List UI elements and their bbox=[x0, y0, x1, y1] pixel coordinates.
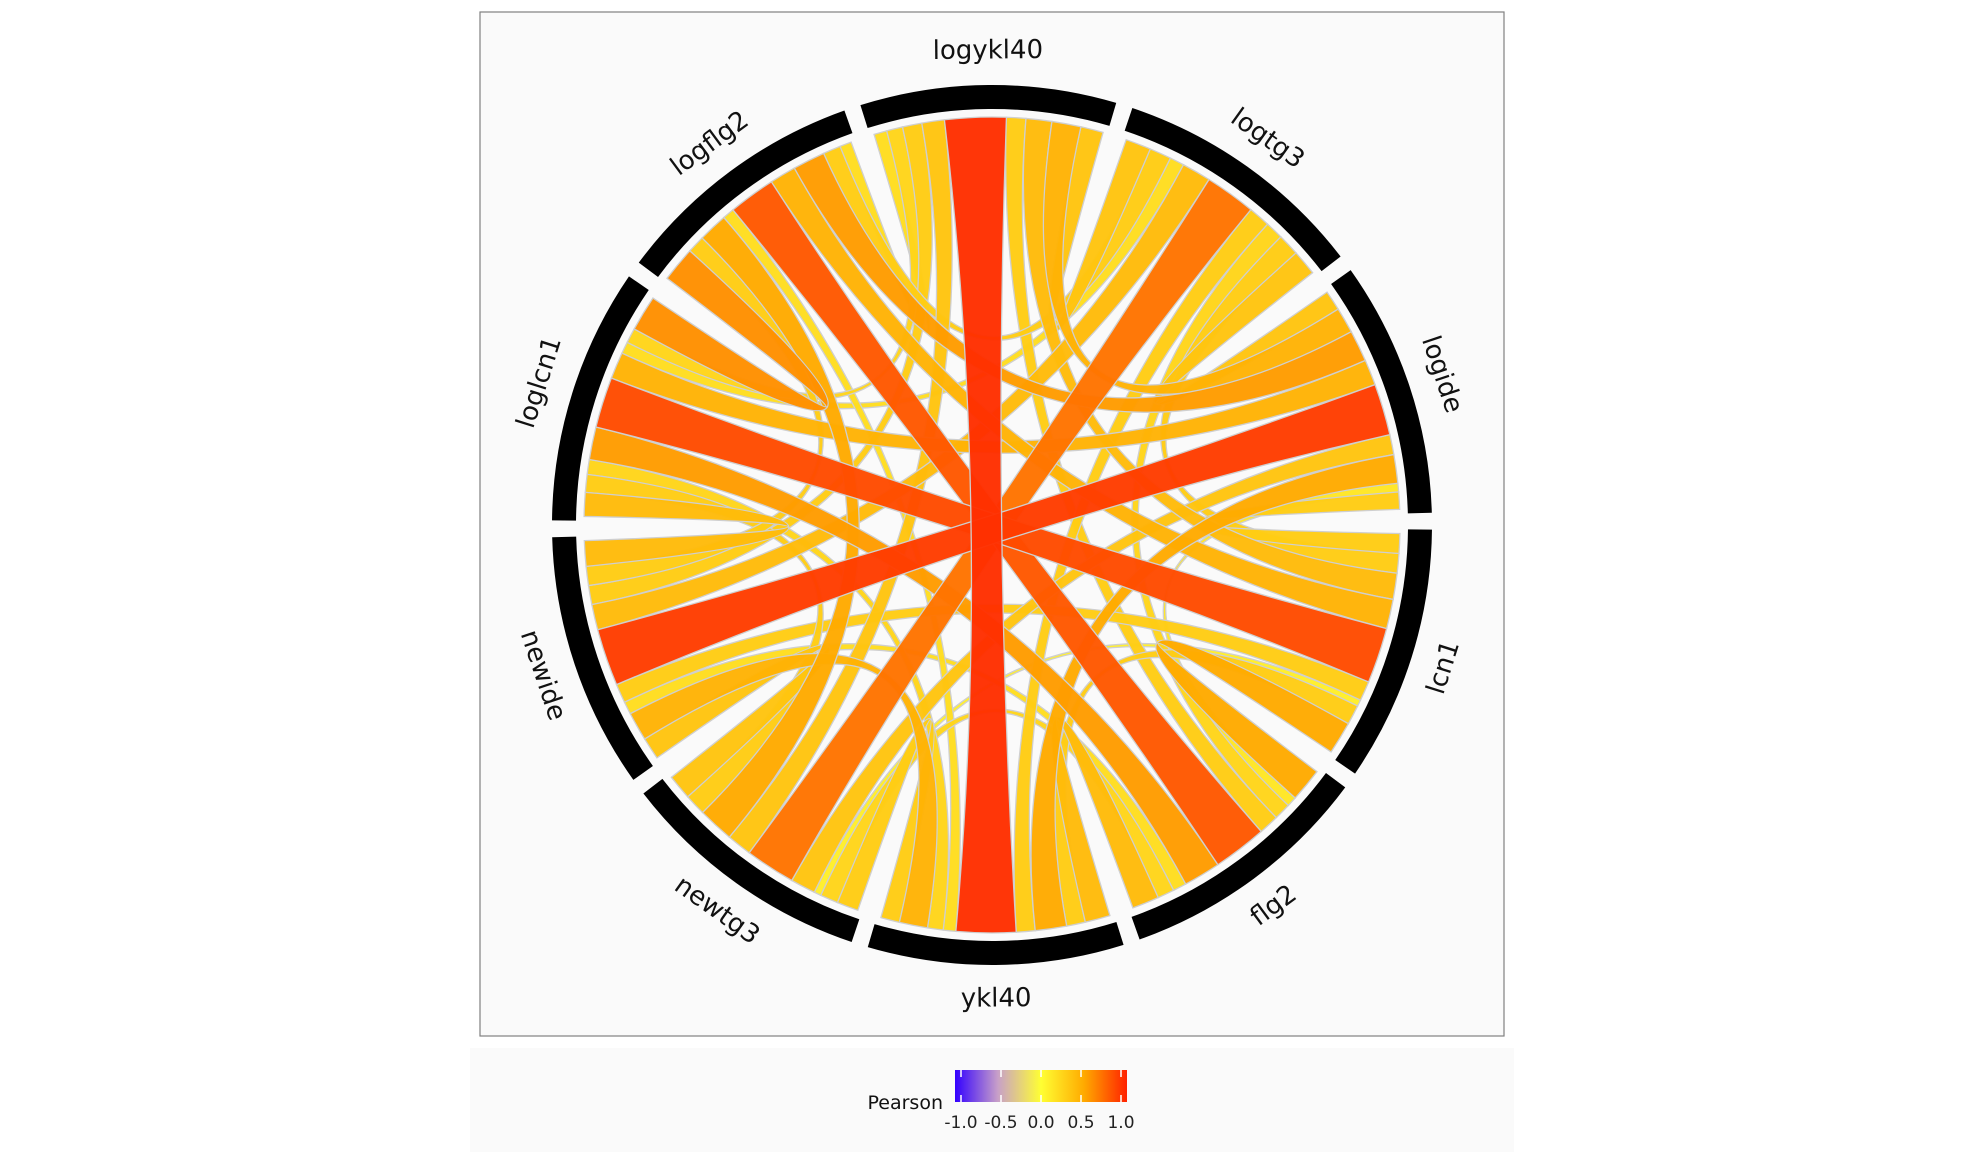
sector-label-logykl40: logykl40 bbox=[933, 35, 1044, 66]
sector-arc-logflg2 bbox=[638, 110, 853, 277]
chord-newtg3-logflg2 bbox=[701, 216, 860, 839]
chord-logykl40-logide bbox=[1042, 120, 1353, 395]
legend: Pearson -1.0 -0.5 0.0 0.5 1.0 bbox=[868, 1070, 1135, 1133]
chord-lcn1-flg2 bbox=[1155, 639, 1350, 799]
chord-logide-ykl40 bbox=[1030, 453, 1399, 932]
chord-logykl40-ykl40 bbox=[943, 116, 1017, 934]
sector-arc-logide bbox=[1331, 270, 1432, 514]
chord-logide-newtg3 bbox=[790, 433, 1395, 894]
sector-label-ykl40: ykl40 bbox=[961, 983, 1032, 1014]
sector-arc-lcn1 bbox=[1335, 529, 1432, 774]
chord-loglcn1-logflg2 bbox=[633, 249, 829, 412]
chord-flg2-ykl40 bbox=[1051, 716, 1160, 923]
sector-arc-ykl40 bbox=[867, 921, 1124, 965]
sector-arc-newtg3 bbox=[643, 778, 860, 943]
legend-tick-label: 0.0 bbox=[1027, 1113, 1054, 1133]
legend-tick-label: 0.5 bbox=[1067, 1113, 1094, 1133]
sector-arc-loglcn1 bbox=[552, 276, 649, 521]
sector-arc-logykl40 bbox=[860, 84, 1117, 129]
sector-arc-newide bbox=[552, 536, 653, 780]
chord-ykl40-newide bbox=[629, 652, 938, 929]
sector-track-layer bbox=[552, 84, 1432, 965]
legend-tick-label: -0.5 bbox=[984, 1113, 1017, 1133]
legend-tick-label: -1.0 bbox=[944, 1113, 977, 1133]
legend-ticks: -1.0 -0.5 0.0 0.5 1.0 bbox=[944, 1070, 1135, 1133]
chord-newide-loglcn1 bbox=[583, 491, 790, 568]
legend-tick-label: 1.0 bbox=[1107, 1113, 1134, 1133]
legend-title: Pearson bbox=[868, 1092, 944, 1114]
sector-arc-logtg3 bbox=[1124, 107, 1341, 272]
chords-layer bbox=[583, 116, 1401, 934]
chord-flg2-loglcn1 bbox=[588, 426, 1219, 885]
sector-arc-flg2 bbox=[1131, 773, 1346, 940]
